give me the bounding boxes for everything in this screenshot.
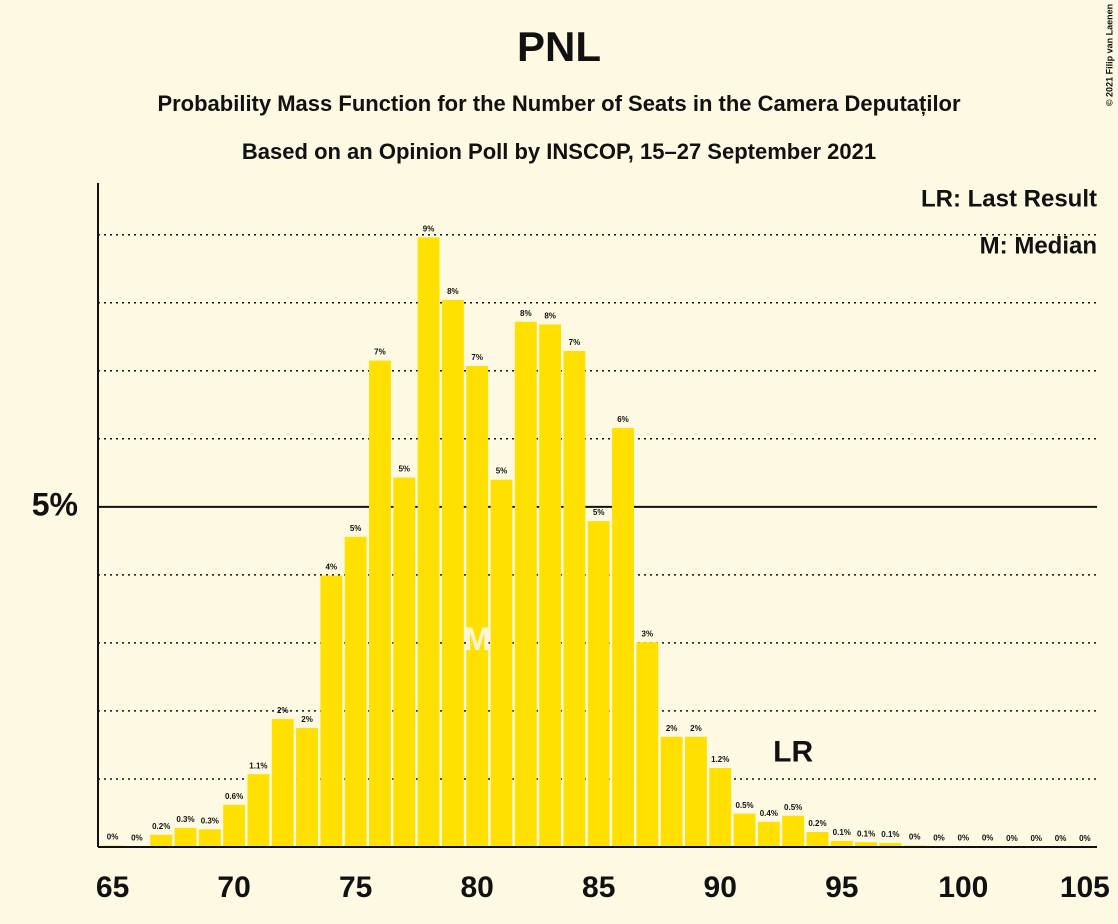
bar <box>612 427 634 847</box>
data-label: 0.6% <box>225 792 243 801</box>
data-label: 2% <box>690 724 702 733</box>
bar <box>320 575 343 847</box>
x-tick-label: 105 <box>1060 871 1110 904</box>
bar <box>685 736 707 847</box>
data-label: 8% <box>520 309 532 318</box>
data-label: 0.5% <box>784 803 802 812</box>
legend-entry: LR: Last Result <box>921 185 1097 212</box>
bar <box>806 832 829 847</box>
data-label: 7% <box>374 348 386 357</box>
bar <box>782 815 805 847</box>
bar <box>660 736 683 847</box>
bar <box>223 804 246 847</box>
data-label: 0% <box>131 833 143 842</box>
bar <box>247 774 270 847</box>
median-marker: M <box>464 621 491 657</box>
chart-subtitle: Based on an Opinion Poll by INSCOP, 15–2… <box>242 139 876 164</box>
bar <box>198 829 221 847</box>
x-tick-label: 95 <box>825 871 858 904</box>
x-tick-label: 75 <box>339 871 372 904</box>
data-label: 0% <box>909 833 921 842</box>
data-label: 5% <box>496 467 508 476</box>
data-label: 1.2% <box>711 755 729 764</box>
data-label: 0.5% <box>735 801 753 810</box>
data-label: 0% <box>933 833 945 842</box>
data-label: 0% <box>982 833 994 842</box>
last-result-marker: LR <box>773 736 813 769</box>
data-label: 7% <box>471 353 483 362</box>
data-label: 0.2% <box>808 819 826 828</box>
x-tick-label: 90 <box>704 871 737 904</box>
bar <box>369 360 391 847</box>
bar <box>344 536 367 847</box>
data-label: 2% <box>277 706 289 715</box>
bar <box>490 479 513 847</box>
data-label: 4% <box>326 563 338 572</box>
data-label: 7% <box>569 338 581 347</box>
data-label: 0% <box>1079 834 1091 843</box>
bar <box>757 821 780 847</box>
bar <box>417 237 440 848</box>
bar <box>271 719 294 847</box>
x-tick-label: 85 <box>582 871 615 904</box>
data-label: 2% <box>666 724 678 733</box>
bar <box>441 300 464 848</box>
data-label: 9% <box>423 225 435 234</box>
x-tick-label: 65 <box>96 871 129 904</box>
data-label: 0.1% <box>881 830 899 839</box>
data-label: 0% <box>1055 834 1067 843</box>
data-label: 0.3% <box>201 816 219 825</box>
bar <box>514 321 537 848</box>
bar <box>733 813 756 847</box>
bar <box>174 827 197 847</box>
data-label: 8% <box>544 312 556 321</box>
chart-title: PNL <box>517 23 601 70</box>
data-label: 5% <box>398 465 410 474</box>
data-label: 0% <box>107 833 119 842</box>
data-label: 1.1% <box>249 761 267 770</box>
x-tick-label: 70 <box>217 871 250 904</box>
bar <box>830 840 853 847</box>
data-label: 5% <box>350 524 362 533</box>
data-label: 0.2% <box>152 822 170 831</box>
bar <box>879 842 902 847</box>
x-tick-label: 100 <box>938 871 988 904</box>
data-label: 0% <box>1030 834 1042 843</box>
data-label: 6% <box>617 415 629 424</box>
data-label: 3% <box>642 629 654 638</box>
data-label: 0.1% <box>857 829 875 838</box>
bar <box>150 834 173 847</box>
bar <box>563 351 586 847</box>
bar <box>466 366 489 847</box>
data-label: 5% <box>593 508 605 517</box>
data-label: 8% <box>447 287 459 296</box>
bar <box>393 477 416 847</box>
data-label: 0.3% <box>176 815 194 824</box>
bar <box>296 727 318 847</box>
bar <box>709 768 732 847</box>
data-label: 0.1% <box>833 828 851 837</box>
bar <box>539 324 562 848</box>
x-tick-label: 80 <box>460 871 493 904</box>
chart-subtitle: Probability Mass Function for the Number… <box>157 91 961 116</box>
y-tick-label: 5% <box>32 486 78 522</box>
data-label: 2% <box>301 715 313 724</box>
data-label: 0% <box>958 833 970 842</box>
data-label: 0.4% <box>760 809 778 818</box>
bar <box>587 521 610 847</box>
bar <box>636 642 659 847</box>
copyright: © 2021 Filip van Laenen <box>1104 4 1114 106</box>
bar <box>855 842 878 847</box>
legend-entry: M: Median <box>980 232 1097 259</box>
data-label: 0% <box>1006 834 1018 843</box>
